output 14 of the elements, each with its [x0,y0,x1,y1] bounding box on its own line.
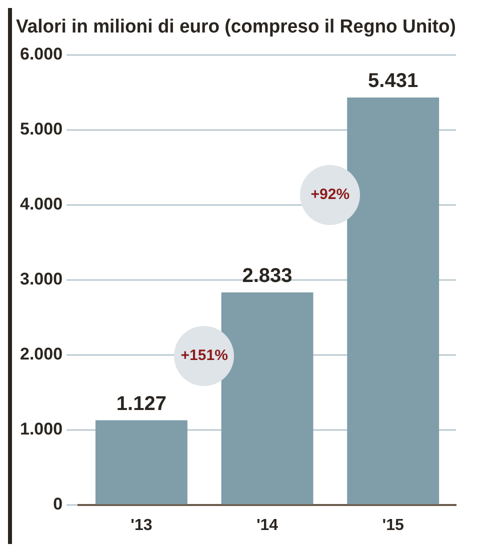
y-tick-label: 0 [53,494,63,514]
y-tick-label: 3.000 [20,269,63,288]
y-tick-label: 2.000 [20,344,63,364]
y-tick-label: 6.000 [20,44,63,64]
y-tick-label: 4.000 [20,194,63,214]
x-tick-label: '15 [382,516,404,534]
y-tick-label: 1.000 [20,419,63,438]
x-tick-label: '14 [256,516,278,534]
data-label: 5.431 [368,70,418,92]
x-tick-label: '13 [130,516,152,534]
data-label: 1.127 [116,392,166,415]
chart-title: Valori in milioni di euro (compreso il Regno Unito) [16,15,456,37]
data-label: 2.833 [242,264,292,287]
y-tick-label: 5.000 [20,119,63,138]
